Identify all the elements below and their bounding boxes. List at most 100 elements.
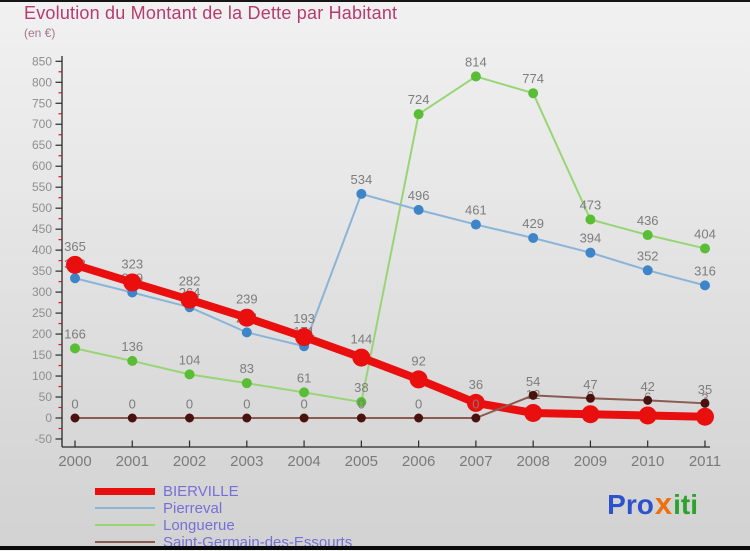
data-label: 2002 — [173, 453, 206, 470]
data-point — [66, 255, 84, 274]
data-label: 750 — [32, 96, 52, 110]
data-label: 83 — [240, 361, 254, 376]
data-label: 450 — [32, 222, 52, 236]
series-line — [74, 192, 706, 348]
legend-swatch-saint-germain — [95, 541, 155, 543]
data-label: 92 — [411, 353, 425, 368]
data-label: 47 — [583, 377, 597, 392]
data-point — [242, 413, 252, 423]
data-point — [585, 247, 596, 258]
data-point — [642, 265, 653, 276]
data-label: 0 — [186, 397, 193, 412]
data-point — [299, 413, 309, 423]
data-label: 550 — [32, 180, 52, 194]
data-point — [352, 348, 371, 367]
data-label: 0 — [243, 397, 250, 412]
data-label: 2011 — [689, 453, 721, 470]
data-label: 0 — [71, 397, 78, 412]
data-point — [470, 71, 481, 82]
data-point — [413, 204, 424, 215]
data-label: 496 — [408, 188, 430, 203]
data-label: 404 — [694, 226, 716, 241]
data-label: 500 — [32, 201, 52, 215]
data-point — [699, 243, 710, 254]
data-label: 144 — [350, 332, 372, 347]
legend-label: BIERVILLE — [163, 482, 239, 500]
data-label: 473 — [580, 198, 602, 213]
data-point — [185, 413, 195, 423]
data-label: -50 — [35, 432, 53, 446]
data-label: 38 — [354, 380, 368, 395]
data-label: 282 — [179, 274, 201, 289]
data-point — [70, 343, 80, 354]
data-point — [127, 413, 137, 423]
data-label: 136 — [121, 339, 143, 354]
data-label: 2004 — [287, 453, 320, 470]
data-label: 400 — [32, 243, 52, 257]
data-point — [299, 387, 310, 398]
data-label: 814 — [465, 54, 487, 69]
data-label: 323 — [121, 256, 143, 271]
chart-title: Evolution du Montant de la Dette par Hab… — [24, 3, 398, 23]
data-point — [70, 413, 80, 423]
data-label: 193 — [293, 311, 315, 326]
data-label: 2008 — [516, 453, 549, 470]
legend-swatch-pierreval — [95, 507, 155, 509]
data-label: 104 — [179, 352, 201, 367]
data-label: 250 — [32, 306, 52, 320]
data-label: 800 — [32, 75, 52, 89]
data-point — [695, 407, 714, 426]
data-point — [356, 413, 366, 423]
data-label: 650 — [32, 138, 52, 152]
legend-swatch-bierville — [95, 487, 155, 495]
series-bierville: 365323282239193144923612963 — [64, 239, 714, 426]
data-point — [638, 406, 657, 425]
data-label: 724 — [408, 92, 430, 107]
data-label: 461 — [465, 203, 487, 218]
data-point — [643, 395, 653, 405]
data-label: 2009 — [574, 453, 607, 470]
data-label: 2005 — [345, 453, 378, 470]
data-point — [528, 88, 539, 99]
data-point — [123, 273, 142, 292]
data-label: 0 — [45, 411, 52, 425]
data-label: 0 — [415, 397, 422, 412]
legend-item-bierville: BIERVILLE — [95, 483, 352, 499]
data-label: 3 — [701, 391, 708, 406]
data-label: 2000 — [58, 453, 91, 470]
data-label: 2006 — [402, 453, 435, 470]
series-line — [74, 75, 706, 404]
series-line — [74, 394, 706, 419]
legend-item-longuerue: Longuerue — [95, 517, 352, 533]
data-point — [127, 355, 138, 366]
data-point — [466, 393, 485, 412]
data-label: 100 — [32, 369, 52, 383]
data-point — [470, 219, 481, 230]
axes: -500501001502002503003504004505005506006… — [32, 54, 721, 470]
logo-part-iti: iti — [673, 489, 698, 520]
data-label: 50 — [39, 390, 53, 404]
data-label: 394 — [580, 231, 602, 246]
series-line — [71, 260, 709, 421]
data-point — [237, 308, 256, 327]
data-label: 239 — [236, 292, 258, 307]
legend-label: Longuerue — [163, 516, 235, 534]
chart-legend: BIERVILLE Pierreval Longuerue Saint-Germ… — [95, 483, 352, 551]
data-label: 0 — [300, 397, 307, 412]
data-point — [295, 328, 314, 347]
legend-item-pierreval: Pierreval — [95, 500, 352, 516]
debt-line-chart: -500501001502002503003504004505005506006… — [32, 54, 721, 470]
data-label: 0 — [129, 397, 136, 412]
data-label: 2010 — [631, 453, 664, 470]
data-point — [184, 369, 195, 380]
data-label: 61 — [297, 370, 311, 385]
data-label: 2003 — [230, 453, 263, 470]
data-label: 166 — [64, 326, 86, 341]
data-label: 700 — [32, 117, 52, 131]
data-point — [471, 413, 481, 423]
data-label: 350 — [32, 264, 52, 278]
data-label: 2007 — [459, 453, 492, 470]
data-label: 436 — [637, 213, 659, 228]
data-label: 150 — [32, 348, 52, 362]
